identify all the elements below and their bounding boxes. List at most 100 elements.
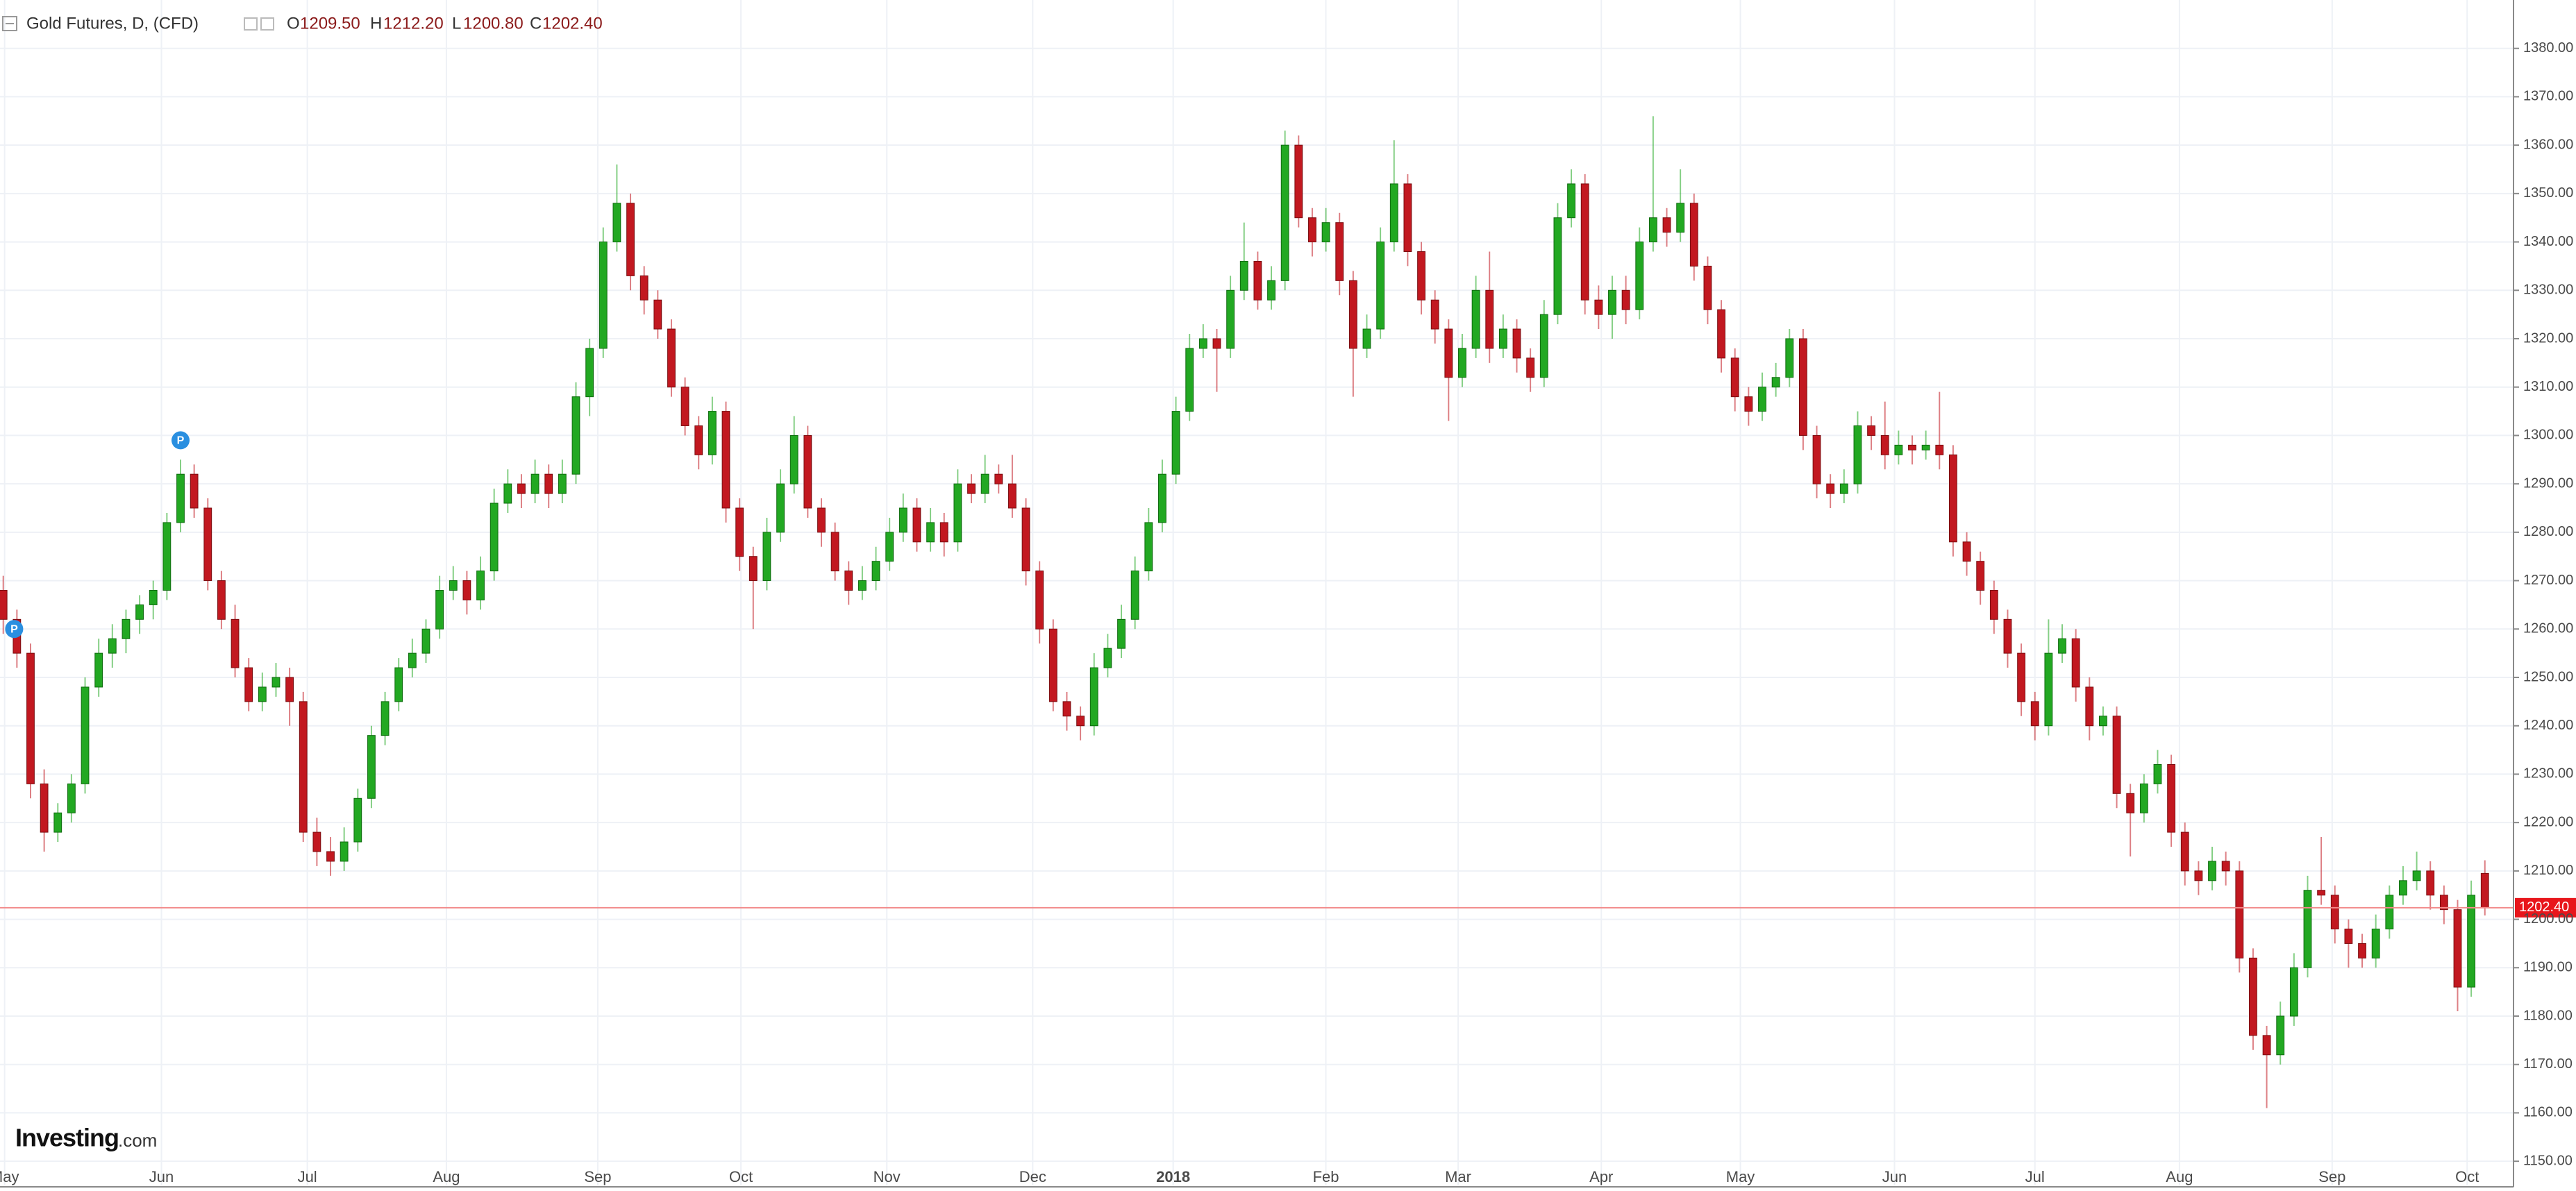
y-tick-label: 1250.00 [2523,669,2573,684]
open-value: 1209.50 [300,14,360,33]
candle-body [544,473,553,494]
candle-body [830,532,839,572]
candle-body [1976,561,1985,591]
candle-body [1471,289,1480,349]
candle-body [2453,909,2462,988]
candle-body [1185,348,1194,412]
candle-body [1567,183,1575,219]
candle-body [626,203,635,276]
candle-body [1989,590,1998,620]
y-tick-label: 1150.00 [2523,1153,2573,1168]
symbol-title: Gold Futures, D, (CFD) [26,14,199,33]
candle-body [1485,289,1494,349]
candle-body [353,797,362,843]
candle-body [667,328,676,388]
candle-body [1812,434,1821,484]
candle-body [994,473,1003,484]
candle-body [81,686,90,784]
candle-body [1348,280,1357,349]
y-tick-label: 1170.00 [2523,1056,2573,1072]
settings-icon[interactable] [244,17,258,31]
y-tick-label: 1190.00 [2523,960,2573,975]
candle-body [1035,571,1044,630]
y-tick-label: 1360.00 [2523,137,2573,152]
last-price-tag [2515,897,2576,918]
candle-body [530,473,540,494]
candle-body [1253,260,1262,301]
candle-body [1662,217,1671,233]
candle-body [1062,701,1071,717]
candle-body [1689,203,1698,267]
candle-body [1580,183,1589,301]
candle-body [1430,299,1439,330]
candle-body [67,783,76,813]
candle-body [2467,895,2476,988]
x-tick-label: 2018 [1156,1168,1190,1185]
candle-body [312,831,321,852]
candle-body [1171,411,1180,475]
candle-body [190,473,199,509]
candle-body [1908,444,1916,450]
close-icon[interactable] [260,17,274,31]
candle-body [2044,652,2053,727]
candle-body [1553,217,1562,315]
candle-body [2371,929,2380,958]
candle-body [2221,861,2230,872]
candle-body [1458,348,1466,378]
candle-body [1648,217,1657,243]
x-tick-label: Nov [873,1168,901,1185]
candle-body [1921,444,1930,450]
candle-body [231,618,240,668]
y-tick-label: 1240.00 [2523,718,2573,733]
candle-body [885,532,894,562]
candle-body [967,483,976,494]
candle-body [1280,144,1289,281]
candle-body [449,580,458,591]
candle-body [1826,483,1835,494]
candle-body [2099,716,2107,727]
candle-body [912,507,921,543]
candle-body [1198,338,1207,349]
candle-body [135,604,144,620]
candle-body [585,348,594,398]
marker-label: P [177,435,185,447]
candle-body [1007,483,1017,509]
candle-body [1308,217,1316,243]
candle-body [1962,541,1971,562]
grid [0,0,2514,1185]
candle-body [776,483,785,533]
candle-body [2289,967,2298,1017]
candle-body [844,571,853,591]
y-tick-label: 1200.00 [2523,911,2573,927]
collapse-icon[interactable] [2,16,17,31]
candle-body [1867,425,1875,436]
candle-body [1335,222,1344,281]
candle-body [476,571,485,600]
candle-body [1526,357,1535,378]
candle-body [680,387,689,426]
x-tick-label: Jun [1882,1168,1907,1185]
candle-body [2017,652,2025,702]
x-tick-label: Aug [433,1168,460,1185]
candle-body [2071,638,2080,688]
candle-body [1417,251,1425,301]
candle-body [176,473,185,523]
candle-body [2167,763,2175,833]
candle-body [1267,280,1276,301]
candle-body [2085,686,2094,727]
candle-body [748,556,758,582]
candle-body [2344,929,2353,944]
y-tick-label: 1310.00 [2523,379,2573,394]
candle-body [1239,260,1248,291]
candle-body [1703,265,1712,310]
x-tick-label: Dec [1019,1168,1046,1185]
candle-body [2139,783,2148,813]
candle-body [735,507,744,557]
candle-body [1758,387,1766,412]
candle-body [558,473,567,494]
candle-body [2003,618,2012,654]
candle-body [2153,763,2162,784]
candle-body [1076,716,1085,727]
candle-body [2303,890,2312,968]
candle-body [421,628,430,654]
